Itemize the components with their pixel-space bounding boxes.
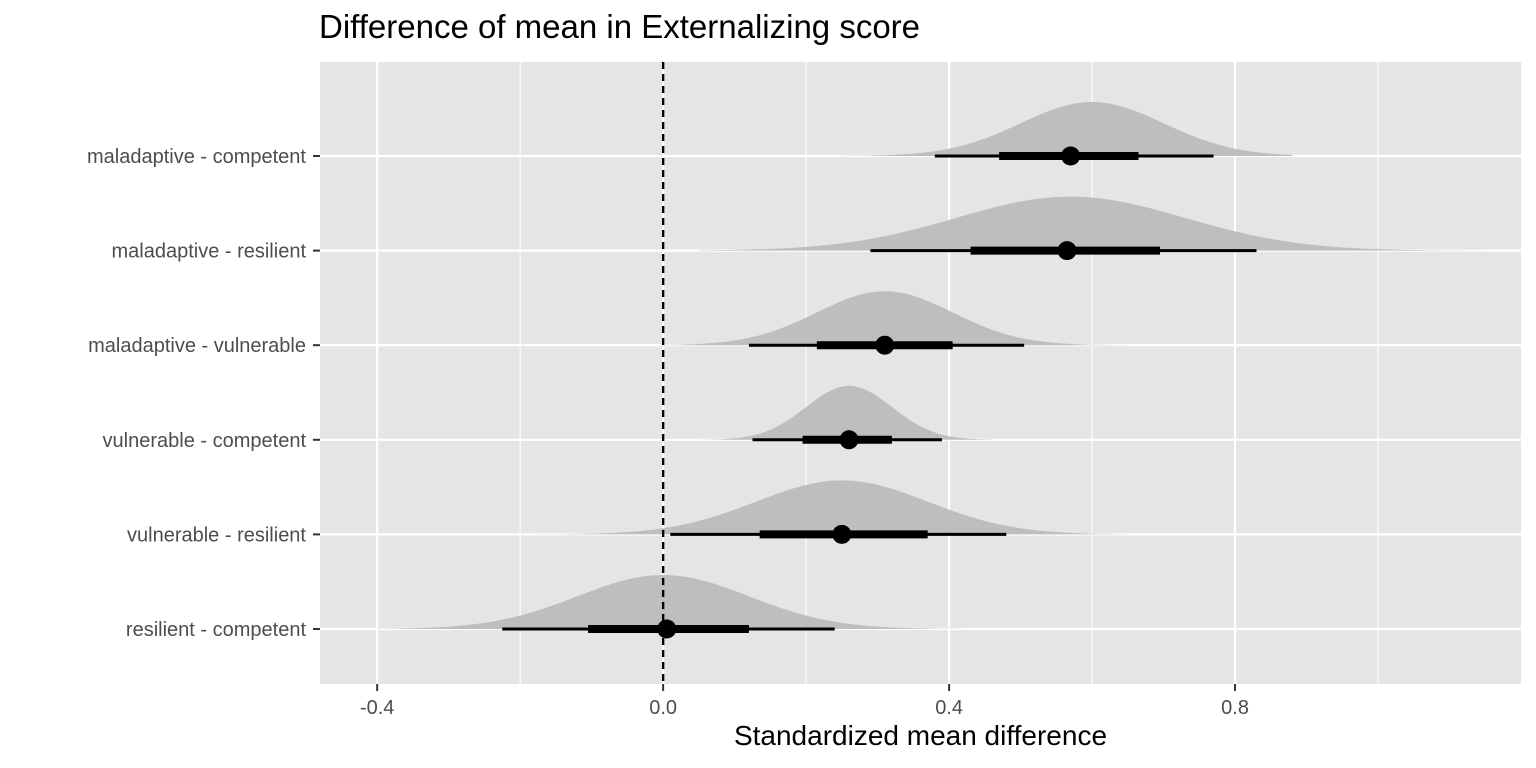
y-tick-label: maladaptive - resilient bbox=[111, 241, 306, 263]
chart-title: Difference of mean in Externalizing scor… bbox=[319, 8, 921, 45]
x-axis-title: Standardized mean difference bbox=[733, 720, 1108, 751]
y-tick-label: maladaptive - competent bbox=[87, 146, 306, 168]
x-tick-label: 0.8 bbox=[1221, 697, 1249, 719]
x-tick-label: 0.4 bbox=[935, 697, 963, 719]
y-tick-label: maladaptive - vulnerable bbox=[88, 335, 306, 357]
x-tick-label: 0.0 bbox=[649, 697, 677, 719]
x-tick-label: -0.4 bbox=[360, 697, 394, 719]
y-tick-label: vulnerable - resilient bbox=[127, 524, 306, 546]
density-slab bbox=[663, 291, 1128, 346]
y-tick-label: vulnerable - competent bbox=[103, 430, 307, 452]
point-estimate bbox=[1061, 146, 1081, 166]
point-estimate bbox=[657, 619, 677, 639]
point-estimate bbox=[1057, 241, 1077, 261]
density-slab bbox=[534, 480, 1128, 535]
y-tick-label: resilient - competent bbox=[126, 619, 307, 641]
density-slab bbox=[698, 385, 1021, 440]
density-slab bbox=[841, 102, 1293, 156]
point-estimate bbox=[832, 524, 852, 544]
point-estimate bbox=[875, 335, 895, 355]
density-slab bbox=[377, 575, 964, 629]
point-estimate bbox=[839, 430, 859, 450]
density-slab bbox=[698, 196, 1486, 251]
